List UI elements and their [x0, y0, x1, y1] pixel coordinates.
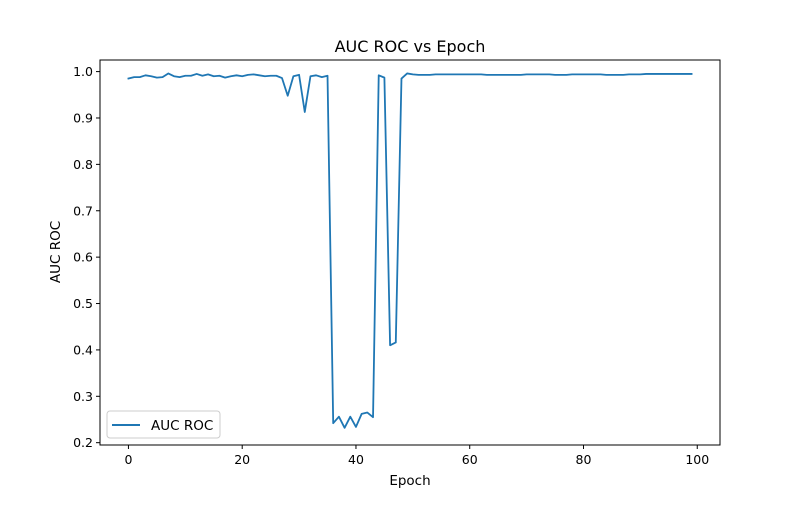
legend-box: [106, 410, 221, 439]
y-axis: 0.2 0.3 0.4 0.5 0.6 0.7 0.8 0.9 1.0: [73, 64, 100, 450]
x-tick-label: 20: [234, 452, 250, 467]
y-axis-title: AUC ROC: [48, 221, 64, 283]
y-tick-label: 0.4: [73, 342, 93, 357]
x-tick-label: 40: [348, 452, 364, 467]
series-line: [127, 72, 693, 429]
x-axis: 0 20 40 60 80 100: [124, 445, 709, 467]
y-tick-label: 0.5: [73, 296, 93, 311]
legend: AUC ROC: [106, 410, 221, 439]
plot-background: [100, 60, 720, 445]
y-tick-label: 0.8: [73, 157, 93, 172]
y-tick-label: 0.7: [73, 203, 93, 218]
legend-label: AUC ROC: [151, 418, 213, 434]
y-tick-label: 0.2: [73, 435, 93, 450]
y-tick-label: 1.0: [73, 64, 93, 79]
y-tick-label: 0.9: [73, 110, 93, 125]
chart-title: AUC ROC vs Epoch: [335, 37, 486, 56]
x-tick-label: 80: [576, 452, 592, 467]
x-axis-title: Epoch: [389, 473, 430, 489]
y-tick-label: 0.3: [73, 389, 93, 404]
y-tick-label: 0.6: [73, 250, 93, 265]
plot-frame: [99, 59, 721, 446]
x-tick-label: 60: [462, 452, 478, 467]
plot-area: [99, 59, 721, 446]
x-tick-label: 100: [685, 452, 709, 467]
series-layer: [127, 72, 693, 429]
x-tick-label: 0: [124, 452, 132, 467]
